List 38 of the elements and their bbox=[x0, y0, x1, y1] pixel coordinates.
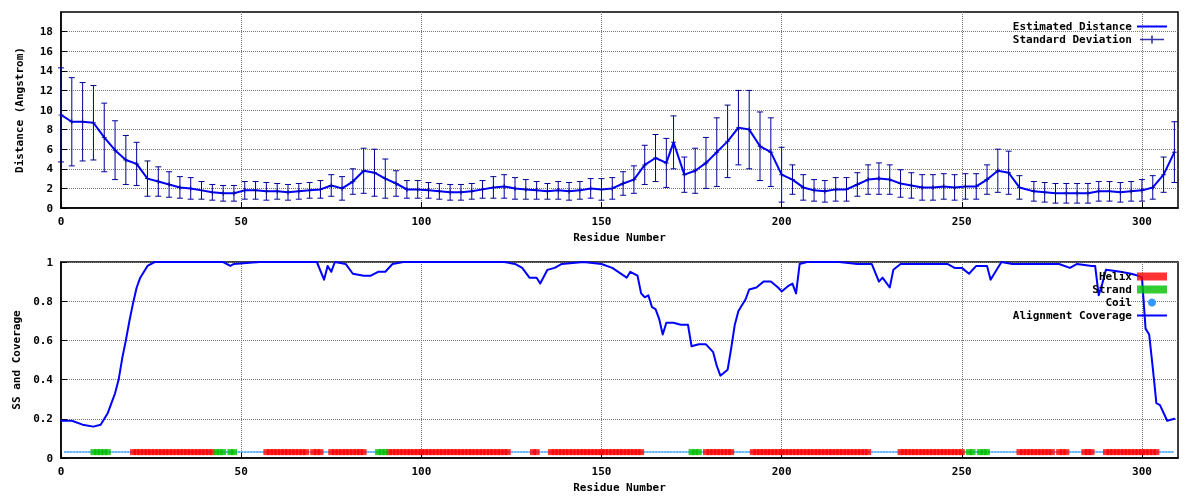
y-tick-label: 0.6 bbox=[33, 333, 54, 347]
x-tick-label: 200 bbox=[771, 215, 792, 228]
legend-label: Alignment Coverage bbox=[1012, 309, 1133, 322]
y-axis-title: SS and Coverage bbox=[10, 309, 24, 410]
y-tick-label: 2 bbox=[46, 181, 53, 195]
x-tick-label: 0 bbox=[57, 465, 65, 478]
y-tick-label: 4 bbox=[46, 162, 54, 176]
y-tick-label: 16 bbox=[39, 44, 54, 58]
y-tick-label: 0.8 bbox=[33, 294, 53, 308]
x-tick-label: 0 bbox=[57, 215, 65, 228]
x-tick-label: 150 bbox=[591, 465, 612, 478]
x-tick-label: 150 bbox=[591, 215, 612, 228]
y-tick-label: 1 bbox=[46, 255, 54, 269]
legend-label: Coil bbox=[1105, 296, 1132, 309]
x-tick-label: 250 bbox=[951, 215, 972, 228]
y-tick-label: 0 bbox=[46, 201, 53, 215]
x-tick-label: 300 bbox=[1132, 465, 1152, 478]
y-tick-label: 14 bbox=[39, 64, 54, 78]
y-tick-label: 0.2 bbox=[33, 412, 53, 426]
y-tick-label: 8 bbox=[46, 123, 53, 137]
x-tick-label: 300 bbox=[1132, 215, 1152, 228]
x-axis-title: Residue Number bbox=[573, 481, 667, 494]
x-tick-label: 100 bbox=[411, 465, 432, 478]
y-tick-label: 0.4 bbox=[33, 373, 54, 387]
legend-label: Estimated Distance bbox=[1012, 20, 1133, 33]
x-tick-label: 200 bbox=[771, 465, 792, 478]
legend-label: Standard Deviation bbox=[1012, 33, 1132, 46]
y-axis-title: Distance (Angstrom) bbox=[13, 47, 26, 173]
y-tick-label: 18 bbox=[39, 25, 53, 39]
y-tick-label: 6 bbox=[46, 142, 54, 156]
y-tick-label: 12 bbox=[39, 83, 53, 97]
y-tick-label: 0 bbox=[46, 451, 53, 465]
x-tick-label: 50 bbox=[234, 465, 248, 478]
y-tick-label: 10 bbox=[39, 103, 53, 117]
x-tick-label: 100 bbox=[411, 215, 432, 228]
x-tick-label: 250 bbox=[951, 465, 972, 478]
x-axis-title: Residue Number bbox=[573, 231, 667, 244]
x-tick-label: 50 bbox=[234, 215, 248, 228]
